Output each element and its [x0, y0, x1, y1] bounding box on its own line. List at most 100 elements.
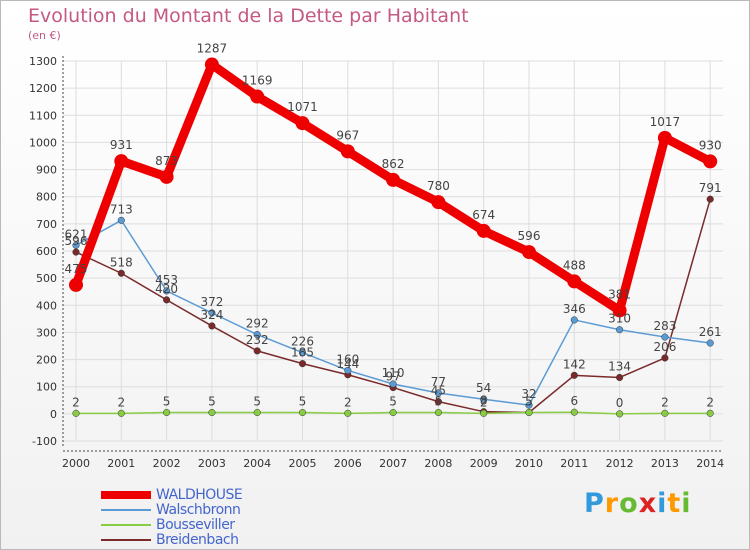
y-tick-label: 300: [36, 326, 57, 339]
data-point-walschbronn: [389, 380, 397, 388]
data-point-breidenbach: [253, 347, 261, 355]
data-label-walschbronn: 372: [200, 295, 223, 309]
data-point-bousseviller: [163, 408, 171, 417]
x-tick-label: 2010: [515, 457, 543, 470]
x-tick-label: 2007: [379, 457, 407, 470]
data-point-breidenbach: [616, 373, 624, 382]
y-tick-label: 800: [36, 191, 57, 204]
data-label-bousseviller: 6: [570, 394, 578, 408]
data-label-waldhouse: 930: [699, 138, 722, 152]
data-point-bousseviller: [389, 408, 397, 417]
data-point-breidenbach: [117, 269, 125, 277]
x-tick-label: 2012: [606, 457, 634, 470]
data-label-walschbronn: 54: [476, 381, 491, 395]
data-point-walschbronn: [480, 395, 488, 403]
y-tick-label: -100: [32, 435, 57, 448]
data-label-waldhouse: 1287: [197, 42, 228, 56]
data-point-waldhouse: [567, 274, 582, 289]
data-label-breidenbach: 596: [65, 234, 88, 248]
data-label-walschbronn: 453: [155, 273, 178, 287]
data-label-bousseviller: 5: [163, 395, 171, 409]
data-label-bousseviller: 0: [616, 396, 624, 410]
data-label-walschbronn: 310: [608, 312, 631, 326]
x-tick-label: 2013: [651, 457, 679, 470]
y-tick-label: 500: [36, 272, 57, 285]
data-point-bousseviller: [616, 410, 624, 418]
data-label-breidenbach: 45: [431, 384, 446, 398]
data-label-waldhouse: 862: [382, 157, 405, 171]
data-label-bousseviller: 2: [480, 395, 488, 409]
data-label-bousseviller: 5: [208, 395, 216, 409]
x-tick-label: 2014: [696, 457, 724, 470]
data-point-walschbronn: [570, 316, 578, 324]
data-point-breidenbach: [72, 248, 80, 256]
data-label-breidenbach: 97: [385, 370, 400, 384]
x-tick-label: 2004: [243, 457, 271, 470]
data-label-bousseviller: 2: [661, 395, 669, 409]
x-tick-label: 2011: [560, 457, 588, 470]
legend: WALDHOUSE Walschbronn Bousseviller Breidenb…: [101, 486, 243, 548]
x-tick-label: 2000: [62, 457, 90, 470]
data-label-bousseviller: 2: [117, 395, 125, 409]
y-tick-label: 1100: [29, 109, 57, 122]
data-label-breidenbach: 144: [336, 357, 359, 371]
legend-swatch: [101, 523, 151, 526]
data-point-walschbronn: [117, 216, 125, 224]
data-label-waldhouse: 674: [472, 208, 495, 222]
data-label-walschbronn: 346: [563, 302, 586, 316]
data-label-walschbronn: 77: [431, 375, 446, 389]
data-label-breidenbach: 8: [480, 394, 488, 408]
y-tick-label: 200: [36, 354, 57, 367]
legend-label: Walschbronn: [156, 501, 241, 518]
data-point-waldhouse: [612, 303, 627, 318]
data-point-bousseviller: [570, 408, 578, 416]
data-label-breidenbach: 791: [699, 181, 722, 195]
data-label-waldhouse: 967: [336, 128, 359, 142]
chart-title: Evolution du Montant de la Dette par Hab…: [28, 5, 469, 27]
y-tick-label: 0: [50, 408, 57, 421]
data-point-walschbronn: [525, 401, 533, 409]
data-point-bousseviller: [208, 408, 216, 417]
data-point-breidenbach: [434, 398, 442, 406]
legend-swatch: [101, 538, 151, 541]
data-point-walschbronn: [661, 333, 669, 341]
x-tick-label: 2003: [198, 457, 226, 470]
data-point-bousseviller: [117, 409, 125, 417]
data-point-waldhouse: [159, 169, 174, 184]
y-tick-label: 100: [36, 381, 57, 394]
legend-label: WALDHOUSE: [156, 486, 243, 503]
data-label-waldhouse: 931: [110, 138, 133, 152]
data-label-waldhouse: 488: [563, 258, 586, 272]
x-tick-label: 2009: [470, 457, 498, 470]
data-label-breidenbach: 206: [653, 340, 676, 354]
y-tick-label: 1200: [29, 82, 57, 95]
data-label-walschbronn: 226: [291, 335, 314, 349]
data-label-walschbronn: 110: [382, 366, 405, 380]
data-point-walschbronn: [163, 287, 171, 295]
legend-item-waldhouse: WALDHOUSE: [101, 486, 243, 503]
data-point-walschbronn: [706, 339, 714, 347]
data-point-waldhouse: [69, 277, 83, 292]
legend-swatch: [101, 490, 151, 499]
data-point-waldhouse: [657, 130, 672, 145]
data-point-bousseviller: [480, 409, 488, 417]
data-label-waldhouse: 596: [518, 229, 541, 243]
proxiti-logo: Proxiti: [584, 488, 692, 519]
legend-label: Bousseviller: [156, 516, 235, 533]
data-point-walschbronn: [253, 331, 261, 339]
data-point-waldhouse: [476, 223, 491, 238]
x-tick-label: 2008: [424, 457, 452, 470]
legend-item-breidenbach: Breidenbach: [101, 532, 242, 548]
y-tick-label: 1000: [29, 136, 57, 149]
data-label-bousseviller: 5: [435, 395, 443, 409]
data-label-waldhouse: 1017: [650, 115, 681, 129]
data-point-waldhouse: [522, 245, 536, 260]
data-label-walschbronn: 621: [65, 227, 88, 241]
x-tick-label: 2002: [153, 457, 181, 470]
data-point-walschbronn: [434, 389, 442, 397]
data-point-waldhouse: [250, 89, 265, 104]
x-tick-label: 2005: [289, 457, 317, 470]
data-point-breidenbach: [661, 354, 669, 362]
